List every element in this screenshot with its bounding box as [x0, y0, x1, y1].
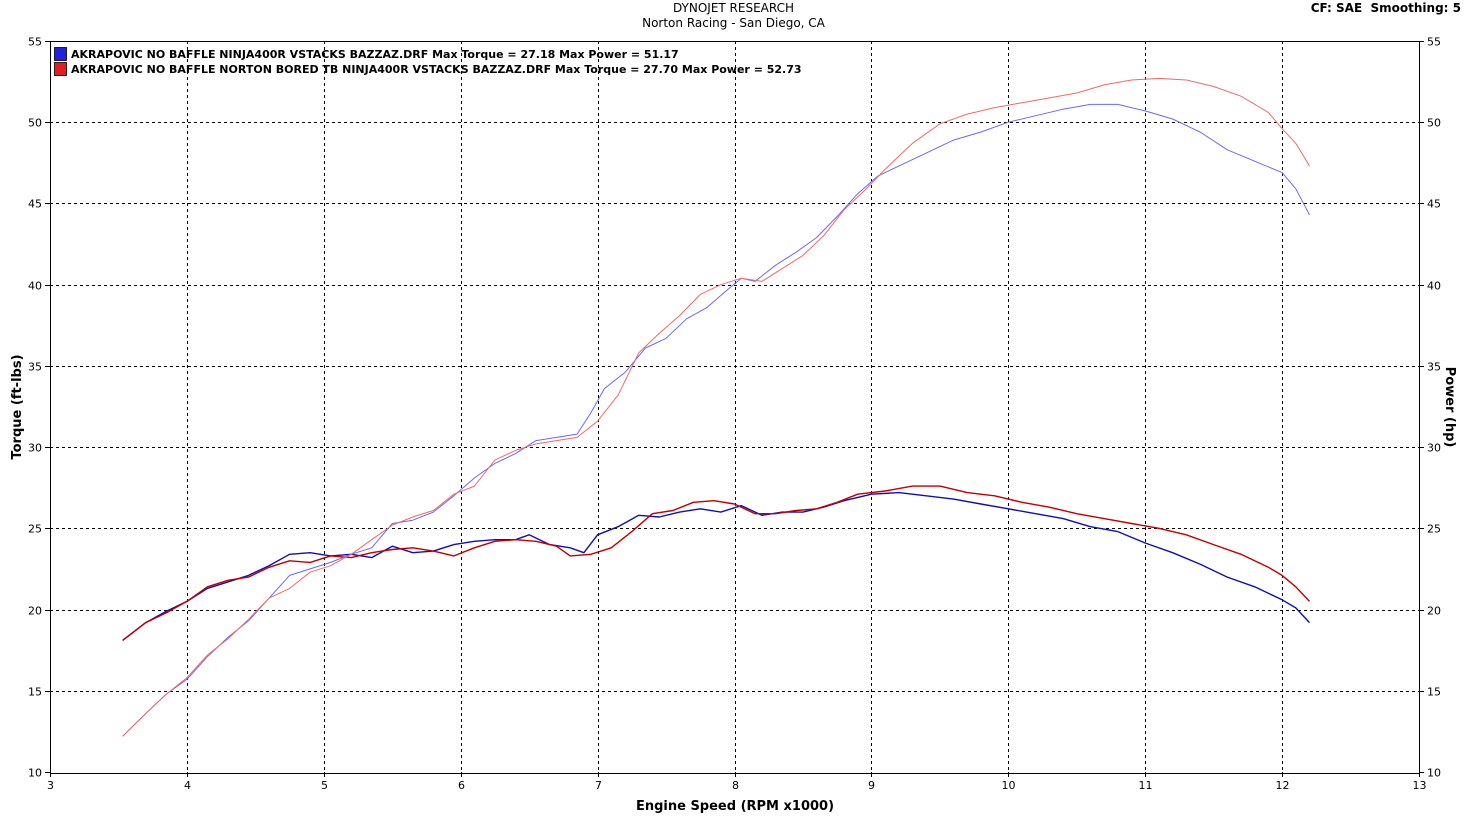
x-tick-label: 10 — [1002, 779, 1016, 792]
y-tick-label-right: 25 — [1427, 523, 1441, 536]
legend-entry: AKRAPOVIC NO BAFFLE NINJA400R VSTACKS BA… — [71, 48, 679, 61]
power-line-6a6af0 — [122, 103, 1310, 737]
chart-title: DYNOJET RESEARCH — [672, 1, 795, 15]
y-tick-label-left: 30 — [28, 442, 42, 455]
x-tick-label: 8 — [732, 779, 739, 792]
y-tick-label-left: 45 — [28, 198, 42, 211]
y-tick-label-right: 55 — [1427, 36, 1441, 49]
y-tick-label-right: 50 — [1427, 117, 1441, 130]
chart-subtitle: Norton Racing - San Diego, CA — [642, 16, 825, 30]
x-axis-label: Engine Speed (RPM x1000) — [636, 799, 834, 814]
y-tick-label-left: 55 — [28, 36, 42, 49]
x-tick-label: 5 — [321, 779, 328, 792]
x-tick-label: 11 — [1139, 779, 1153, 792]
x-tick-label: 13 — [1413, 779, 1427, 792]
y-tick-label-right: 15 — [1427, 686, 1441, 699]
y-tick-label-right: 20 — [1427, 605, 1441, 618]
torque-line-1010b0 — [122, 491, 1311, 641]
torque-line-c00000 — [122, 485, 1311, 641]
y-tick-label-left: 15 — [28, 686, 42, 699]
y-tick-label-right: 10 — [1427, 767, 1441, 780]
settings-readout: CF: SAE Smoothing: 5 — [1310, 1, 1461, 15]
x-tick-label: 7 — [595, 779, 602, 792]
y-tick-label-left: 20 — [28, 605, 42, 618]
y-axis-label-left: Torque (ft-lbs) — [10, 354, 25, 459]
legend: AKRAPOVIC NO BAFFLE NINJA400R VSTACKS BA… — [54, 47, 802, 76]
x-tick-label: 3 — [47, 779, 54, 792]
x-tick-label: 12 — [1276, 779, 1290, 792]
legend-swatch — [54, 62, 67, 76]
y-tick-label-right: 45 — [1427, 198, 1441, 211]
y-tick-label-left: 40 — [28, 280, 42, 293]
y-tick-label-left: 50 — [28, 117, 42, 130]
y-tick-label-right: 35 — [1427, 361, 1441, 374]
x-tick-label: 9 — [868, 779, 875, 792]
y-axis-label-right: Power (hp) — [1442, 367, 1457, 448]
y-tick-label-right: 30 — [1427, 442, 1441, 455]
y-tick-label-left: 10 — [28, 767, 42, 780]
series-lines — [122, 77, 1311, 737]
y-tick-label-left: 35 — [28, 361, 42, 374]
legend-entry: AKRAPOVIC NO BAFFLE NORTON BORED TB NINJ… — [71, 63, 802, 76]
power-line-f06a6a — [122, 77, 1310, 737]
grid-lines — [50, 41, 1419, 772]
legend-swatch — [54, 47, 67, 61]
y-tick-label-right: 40 — [1427, 280, 1441, 293]
x-tick-label: 4 — [184, 779, 191, 792]
x-tick-label: 6 — [458, 779, 465, 792]
y-tick-label-left: 25 — [28, 523, 42, 536]
